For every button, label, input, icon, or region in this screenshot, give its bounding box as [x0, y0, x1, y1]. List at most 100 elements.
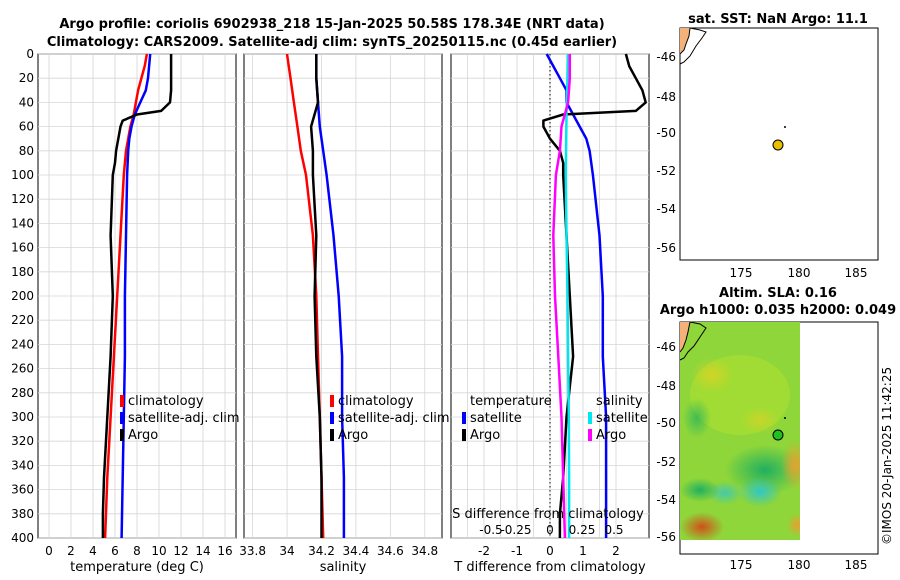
- sla-map: Altim. SLA: 0.16 Argo h1000: 0.035 h2000…: [656, 286, 896, 572]
- difference-xlabel: T difference from climatology: [453, 560, 646, 575]
- sla-xtick: 180: [788, 558, 811, 572]
- x-tick-label: 34.6: [377, 544, 404, 558]
- sla-heatmap: [680, 322, 800, 540]
- legend-swatch-t-argo: [462, 429, 466, 441]
- y-tick-label: 300: [11, 410, 34, 424]
- sst-xtick: 185: [845, 266, 868, 280]
- sla-map-title1: Altim. SLA: 0.16: [719, 286, 837, 301]
- temperature-panel: 0204060801001201401601802002202402602803…: [11, 47, 240, 575]
- legend-swatch-climatology: [330, 395, 334, 407]
- y-tick-label: 260: [11, 362, 34, 376]
- sst-ytick: -56: [656, 241, 676, 255]
- x-tick-label: 2: [67, 544, 75, 558]
- y-tick-label: 0: [26, 47, 34, 61]
- y-tick-label: 400: [11, 531, 34, 545]
- x-tick-label: 1: [579, 544, 587, 558]
- legend-label-t-argo: Argo: [470, 428, 500, 443]
- x-tick-label: 16: [217, 544, 232, 558]
- sst-ytick: -48: [656, 90, 676, 104]
- y-tick-label: 60: [19, 120, 34, 134]
- y-tick-label: 340: [11, 458, 34, 472]
- legend-heading-temperature: temperature: [470, 394, 552, 409]
- legend-swatch-satellite: [120, 412, 124, 424]
- s-tick-label: 0: [546, 523, 554, 537]
- sla-land: [680, 322, 690, 352]
- legend-swatch-s-satellite: [588, 412, 592, 424]
- sst-nearby-float: [784, 126, 786, 128]
- legend-label-t-satellite: satellite: [470, 411, 522, 426]
- imos-credit: ©IMOS 20-Jan-2025 11:42:25: [880, 367, 894, 545]
- legend-label-argo: Argo: [338, 428, 368, 443]
- sla-ytick: -52: [656, 455, 676, 469]
- x-tick-label: 4: [89, 544, 97, 558]
- legend-heading-salinity: salinity: [596, 394, 643, 409]
- y-tick-label: 280: [11, 386, 34, 400]
- legend-swatch-climatology: [120, 395, 124, 407]
- x-tick-label: 12: [173, 544, 188, 558]
- sst-land: [680, 28, 690, 54]
- x-tick-label: 34.8: [411, 544, 438, 558]
- sla-xtick: 175: [730, 558, 753, 572]
- temperature-xlabel: temperature (deg C): [70, 560, 204, 575]
- series-line-argo: [309, 54, 323, 538]
- s-tick-label: 0.5: [604, 523, 623, 537]
- legend-label-argo: Argo: [128, 428, 158, 443]
- x-tick-label: 6: [111, 544, 119, 558]
- y-tick-label: 200: [11, 289, 34, 303]
- legend-swatch-argo: [330, 429, 334, 441]
- y-tick-label: 120: [11, 192, 34, 206]
- series-line-t-satellite: [545, 53, 608, 538]
- x-tick-label: 10: [151, 544, 166, 558]
- sst-map-title: sat. SST: NaN Argo: 11.1: [688, 12, 868, 27]
- sla-map-title2: Argo h1000: 0.035 h2000: 0.049: [660, 303, 896, 318]
- sla-ytick: -56: [656, 530, 676, 544]
- sst-y-tick-labels: -46 -48 -50 -52 -54 -56: [656, 50, 676, 255]
- y-tick-label: 80: [19, 144, 34, 158]
- x-tick-label: -1: [511, 544, 523, 558]
- y-tick-label: 160: [11, 241, 34, 255]
- x-tick-label: 0: [546, 544, 554, 558]
- legend-swatch-satellite: [330, 412, 334, 424]
- x-tick-label: 34: [279, 544, 294, 558]
- x-tick-label: 0: [45, 544, 53, 558]
- legend-swatch-s-argo: [588, 429, 592, 441]
- sla-xtick: 185: [845, 558, 868, 572]
- x-tick-label: -2: [478, 544, 490, 558]
- sst-argo-marker: [772, 139, 784, 151]
- legend-label-s-argo: Argo: [596, 428, 626, 443]
- sst-x-tick-labels: 175 180 185: [730, 266, 868, 280]
- y-tick-label: 100: [11, 168, 34, 182]
- y-tick-label: 40: [19, 95, 34, 109]
- x-tick-label: 34.2: [308, 544, 335, 558]
- sst-coastline: [679, 27, 707, 65]
- series-line-argo: [101, 54, 173, 538]
- salinity-legend: climatology satellite-adj. clim Argo: [330, 394, 450, 443]
- salinity-panel: 33.8 34 34.2 34.4 34.6 34.8 salinity climatol…: [239, 53, 450, 575]
- difference-panel: -2 -1 0 1 2 T difference from climatology S …: [450, 53, 650, 575]
- sla-argo-marker: [772, 429, 784, 441]
- legend-swatch-argo: [120, 429, 124, 441]
- legend-label-satellite: satellite-adj. clim: [128, 411, 240, 426]
- y-tick-label: 220: [11, 313, 34, 327]
- main-title-line1: Argo profile: coriolis 6902938_218 15-Ja…: [59, 17, 604, 32]
- legend-label-climatology: climatology: [128, 394, 204, 409]
- sst-ytick: -54: [656, 202, 676, 216]
- sla-ytick: -54: [656, 493, 676, 507]
- sla-coastline: [679, 321, 707, 361]
- y-tick-label: 140: [11, 216, 34, 230]
- y-tick-label: 320: [11, 434, 34, 448]
- s-tick-label: 0.25: [569, 523, 596, 537]
- sla-y-tick-labels: -46 -48 -50 -52 -54 -56: [656, 340, 676, 544]
- x-tick-label: 14: [195, 544, 210, 558]
- sst-map: sat. SST: NaN Argo: 11.1 -46 -48 -50 -52…: [656, 12, 879, 280]
- y-tick-label: 380: [11, 507, 34, 521]
- legend-label-s-satellite: satellite: [596, 411, 648, 426]
- series-line-s-satellite: [564, 53, 571, 538]
- x-tick-label: 2: [612, 544, 620, 558]
- x-tick-label: 8: [133, 544, 141, 558]
- sst-ytick: -52: [656, 164, 676, 178]
- sla-x-tick-labels: 175 180 185: [730, 558, 868, 572]
- difference-legend: temperature satellite Argo salinity sate…: [462, 394, 648, 443]
- legend-label-satellite: satellite-adj. clim: [338, 411, 450, 426]
- y-tick-label: 180: [11, 265, 34, 279]
